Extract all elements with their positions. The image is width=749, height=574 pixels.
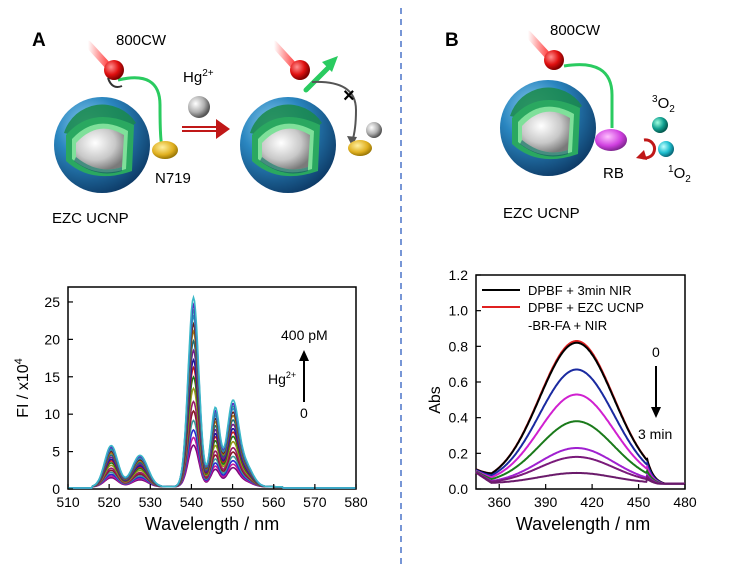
fluorescence-x-tick-label: 580	[344, 494, 368, 510]
absorbance-y-tick-label: 0.6	[449, 374, 469, 390]
dye-800cw-a-right	[290, 60, 310, 80]
fluorescence-y-tick-label: 5	[52, 444, 60, 460]
ucnp-particle-b	[500, 80, 596, 176]
legend-label-1: DPBF + 3min NIR	[528, 283, 632, 298]
emission-arrow-icon	[303, 63, 333, 93]
fluorescence-annotation-bottom: 0	[300, 405, 308, 421]
photosensitizer-label: RB	[603, 165, 624, 182]
fluorescence-annotation-top: 400 pM	[281, 327, 328, 343]
absorbance-y-tick-label: 0.4	[449, 410, 469, 426]
absorbance-series-line	[475, 455, 685, 485]
absorbance-series-line	[475, 393, 685, 485]
blocked-transfer-head	[347, 136, 357, 146]
fluorescence-plot-frame	[67, 286, 357, 490]
blocked-mark-icon: ×	[343, 85, 355, 107]
fluorescence-x-tick-label: 520	[97, 494, 121, 510]
reaction-arrow-icon	[182, 119, 230, 139]
panel-b-schematic: B 800CW RB 3O2 1O2 EZC UCNP	[445, 22, 691, 222]
absorbance-x-label: Wavelength / nm	[516, 514, 650, 534]
fluorescence-x-label: Wavelength / nm	[145, 514, 279, 534]
absorbance-x-tick-label: 480	[673, 494, 697, 510]
nanoparticle-label-b: EZC UCNP	[503, 205, 580, 222]
acceptor-label-a: N719	[155, 170, 191, 187]
legend-label-2: DPBF + EZC UCNP	[528, 300, 644, 315]
panel-a-letter: A	[32, 30, 46, 51]
dye-stem-a-left	[107, 77, 123, 88]
fluorescence-y-label: FI / x104	[13, 358, 32, 417]
panel-b-letter: B	[445, 30, 459, 51]
fluorescence-arrow-head	[299, 350, 309, 361]
fluorescence-y-tick-label: 15	[44, 369, 60, 385]
triplet-oxygen-icon	[652, 117, 668, 133]
absorbance-x-tick-label: 360	[488, 494, 512, 510]
photosensitizer-rb	[595, 129, 627, 151]
dye-linker-b	[563, 63, 614, 128]
nanoparticle-label-a: EZC UCNP	[52, 210, 129, 227]
fluorescence-x-tick-label: 570	[303, 494, 327, 510]
triplet-oxygen-label: 3O2	[652, 94, 675, 115]
singlet-oxygen-label: 1O2	[668, 164, 691, 185]
fluorescence-x-tick-label: 550	[221, 494, 245, 510]
absorbance-series-line	[475, 471, 685, 485]
acceptor-n719-a-right	[348, 140, 372, 156]
dye-label-a: 800CW	[116, 32, 167, 49]
fluorescence-x-tick-label: 530	[139, 494, 163, 510]
energy-cycle-head	[636, 150, 647, 160]
absorbance-y-tick-label: 1.0	[449, 303, 469, 319]
hg-ion-icon	[188, 96, 210, 118]
absorbance-y-tick-label: 0.2	[449, 445, 469, 461]
fluorescence-x-tick-label: 510	[56, 494, 80, 510]
dye-800cw-a-left	[104, 60, 124, 80]
dye-linker-a-left	[117, 76, 164, 147]
legend-label-2-cont: -BR-FA + NIR	[528, 318, 607, 333]
fluorescence-y-tick-label: 20	[44, 331, 60, 347]
fluorescence-series-line	[68, 294, 356, 489]
ucnp-particle-a-left	[54, 97, 150, 193]
dye-label-b: 800CW	[550, 22, 601, 39]
absorbance-annotation-top: 0	[652, 344, 660, 360]
absorbance-x-tick-label: 420	[580, 494, 604, 510]
emission-arrow-head	[322, 56, 338, 72]
absorbance-chart: 360 390 420 450 480 0.0 0.2 0.4 0.6 0.8 1.0 1.2 Wa…	[427, 267, 697, 534]
absorbance-annotation-bottom: 3 min	[638, 426, 672, 442]
acceptor-n719-a-left	[152, 141, 178, 159]
fluorescence-annotation-mid: Hg2+	[268, 370, 296, 387]
ucnp-particle-a-right	[240, 97, 336, 193]
blocked-transfer-path	[311, 80, 358, 143]
absorbance-series-line	[475, 368, 685, 485]
absorbance-series-line	[475, 420, 685, 485]
absorbance-arrow-head	[651, 407, 661, 418]
fluorescence-y-tick-label: 0	[52, 481, 60, 497]
absorbance-y-label: Abs	[427, 386, 444, 414]
hg-bound-icon	[366, 122, 382, 138]
fluorescence-y-tick-label: 25	[44, 294, 60, 310]
hg-label: Hg2+	[183, 68, 214, 86]
panel-a-schematic: A 800CW N719 Hg2+ ×	[32, 30, 382, 227]
absorbance-y-tick-label: 0.8	[449, 338, 469, 354]
fluorescence-x-tick-label: 540	[180, 494, 204, 510]
absorbance-x-tick-label: 390	[534, 494, 558, 510]
fluorescence-x-tick-label: 560	[262, 494, 286, 510]
absorbance-series-line	[475, 341, 685, 485]
absorbance-x-tick-label: 450	[627, 494, 651, 510]
singlet-oxygen-icon	[658, 141, 674, 157]
absorbance-y-tick-label: 1.2	[449, 267, 469, 283]
dye-800cw-b	[544, 50, 564, 70]
fluorescence-y-tick-label: 10	[44, 406, 60, 422]
absorbance-y-tick-label: 0.0	[449, 481, 469, 497]
